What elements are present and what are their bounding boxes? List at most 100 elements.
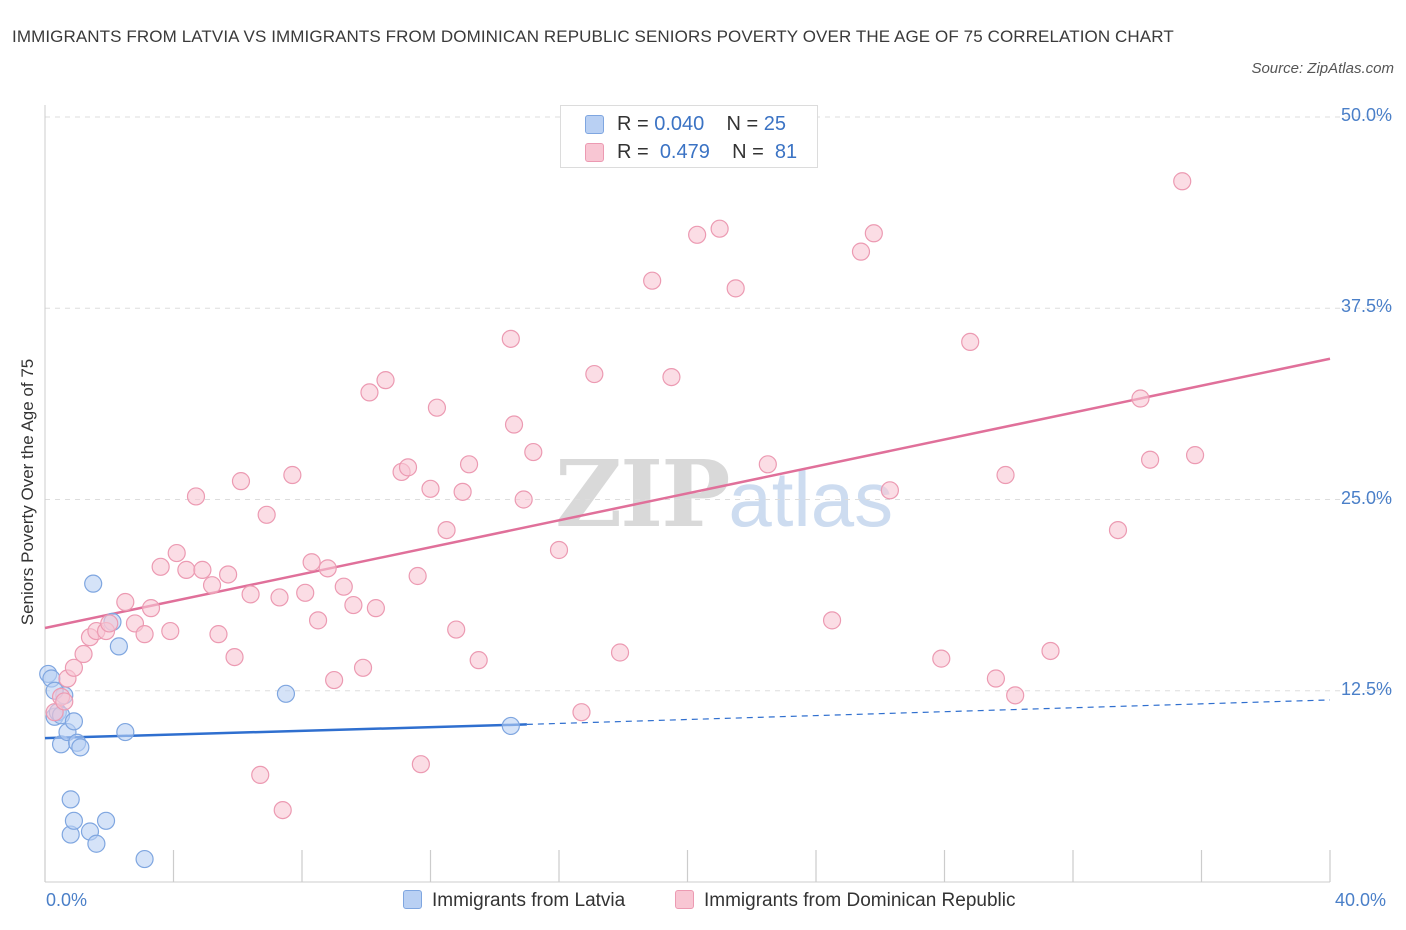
point-dominican-75 (1006, 686, 1025, 705)
legend-item-dominican: Immigrants from Dominican Republic (675, 890, 1016, 914)
point-dominican-50 (453, 482, 472, 501)
point-dominican-81 (1185, 446, 1205, 465)
legend-n-label: N = (732, 141, 764, 163)
point-latvia-16 (84, 574, 103, 593)
legend-label-latvia: Immigrants from Latvia (432, 890, 626, 911)
point-dominican-18 (186, 487, 206, 506)
y-tick-label-2: 37.5% (1340, 296, 1392, 317)
point-dominican-44 (408, 566, 427, 586)
point-dominican-31 (296, 583, 315, 602)
point-latvia-22 (276, 684, 296, 703)
point-latvia-23 (501, 716, 520, 736)
point-dominican-78 (1131, 389, 1150, 408)
point-dominican-79 (1140, 450, 1160, 469)
legend-swatch-dominican (585, 143, 604, 162)
trend-line-dominican (44, 357, 1331, 630)
point-dominican-53 (501, 329, 520, 348)
point-dominican-66 (758, 455, 777, 474)
legend-n-value-dominican: 81 (774, 141, 798, 163)
point-dominican-68 (851, 242, 871, 261)
point-dominican-16 (167, 543, 186, 563)
point-dominican-77 (1108, 520, 1128, 540)
axes (44, 105, 1331, 883)
point-dominican-67 (822, 611, 842, 630)
chart-title: IMMIGRANTS FROM LATVIA VS IMMIGRANTS FRO… (12, 27, 1174, 46)
point-dominican-15 (161, 621, 180, 641)
point-latvia-15 (87, 834, 106, 853)
point-dominican-28 (270, 588, 289, 607)
point-dominican-34 (318, 559, 337, 578)
point-dominican-70 (880, 481, 899, 500)
point-dominican-61 (643, 271, 662, 290)
point-latvia-21 (135, 849, 154, 869)
point-dominican-33 (308, 611, 328, 630)
point-dominican-43 (398, 458, 418, 477)
point-dominican-76 (1041, 641, 1060, 661)
legend-swatch-dominican (675, 890, 694, 909)
point-dominican-80 (1173, 172, 1192, 191)
point-latvia-19 (109, 637, 128, 656)
legend-n-value-latvia: 25 (763, 113, 787, 135)
point-dominican-57 (549, 540, 569, 560)
x-tick-label-max: 40.0% (1335, 890, 1387, 910)
point-dominican-29 (273, 800, 292, 820)
point-latvia-10 (64, 811, 84, 830)
point-dominican-5 (74, 644, 93, 664)
point-dominican-27 (257, 505, 276, 524)
point-dominican-12 (135, 625, 154, 644)
point-dominican-14 (151, 557, 170, 576)
legend-item-latvia: Immigrants from Latvia (403, 890, 625, 914)
point-dominican-58 (572, 703, 591, 722)
trend-lines (44, 357, 1331, 740)
point-dominican-21 (209, 625, 228, 644)
point-dominican-59 (585, 364, 604, 384)
y-tick-label-1: 25.0% (1340, 487, 1392, 508)
point-dominican-38 (353, 658, 373, 677)
point-dominican-19 (193, 560, 212, 579)
point-dominican-2 (55, 692, 74, 711)
point-dominican-24 (231, 472, 251, 491)
legend-swatch-latvia (585, 115, 604, 134)
point-dominican-47 (427, 398, 447, 417)
point-dominican-62 (662, 368, 681, 387)
point-dominican-72 (961, 332, 980, 352)
watermark-zip: ZIP (555, 440, 730, 548)
point-dominican-73 (986, 669, 1006, 688)
point-dominican-13 (141, 599, 161, 618)
legend-r-value-dominican: 0.479 (659, 141, 710, 163)
point-dominican-26 (251, 765, 270, 785)
point-dominican-22 (219, 565, 238, 584)
point-dominican-20 (202, 576, 222, 595)
source-label: Source: ZipAtlas.com (1251, 60, 1394, 77)
point-latvia-11 (64, 712, 84, 731)
point-dominican-49 (447, 620, 466, 639)
point-dominican-56 (524, 442, 543, 462)
point-dominican-45 (411, 755, 430, 774)
point-dominican-10 (116, 592, 135, 612)
point-latvia-17 (96, 811, 116, 830)
trend-line-latvia-extension (526, 699, 1331, 726)
legend-r-value-latvia: 0.040 (654, 113, 705, 135)
y-tick-label-3: 50.0% (1340, 105, 1392, 125)
point-dominican-51 (459, 455, 479, 474)
point-dominican-17 (177, 560, 196, 579)
legend-swatch-latvia (403, 890, 422, 909)
legend-n-label: N = (726, 113, 759, 135)
point-dominican-46 (421, 479, 440, 498)
point-dominican-35 (325, 670, 344, 690)
point-dominican-60 (610, 643, 630, 662)
point-dominican-41 (376, 371, 395, 390)
point-dominican-54 (504, 415, 524, 434)
point-dominican-55 (514, 490, 533, 509)
point-dominican-4 (64, 658, 84, 677)
point-dominican-32 (302, 553, 321, 572)
x-tick-label-min: 0.0% (46, 890, 88, 910)
point-dominican-25 (241, 585, 260, 604)
point-dominican-74 (996, 465, 1015, 485)
legend-r-label: R = (617, 113, 649, 135)
gridlines (45, 116, 1392, 692)
legend-r-label: R = (617, 141, 649, 163)
point-dominican-30 (283, 465, 302, 485)
point-dominican-48 (437, 520, 456, 540)
